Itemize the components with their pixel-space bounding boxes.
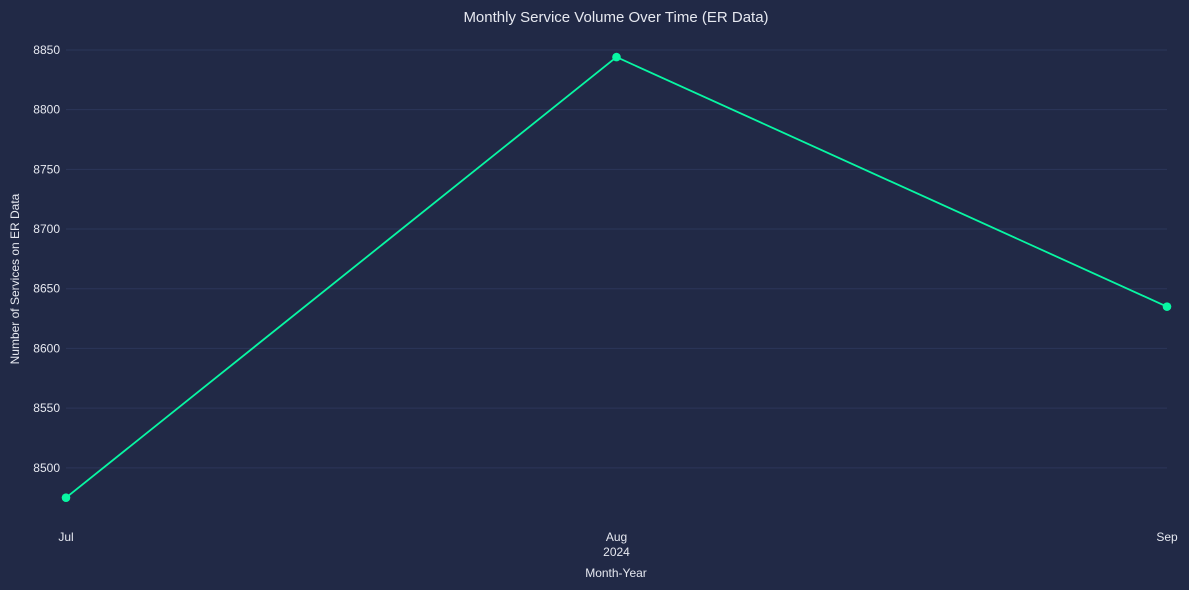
y-tick-label: 8550 (33, 401, 60, 415)
x-tick-label: Sep (1156, 530, 1178, 544)
x-tick-label: Jul (58, 530, 73, 544)
y-tick-label: 8850 (33, 43, 60, 57)
x-axis-title: Month-Year (585, 566, 647, 580)
x-tick-sublabel: 2024 (603, 545, 630, 559)
y-tick-label: 8750 (33, 162, 60, 176)
y-tick-label: 8700 (33, 222, 60, 236)
data-point (1162, 302, 1172, 311)
y-tick-label: 8500 (33, 461, 60, 475)
chart-title: Monthly Service Volume Over Time (ER Dat… (463, 9, 768, 26)
x-tick-label: Aug (606, 530, 627, 544)
data-point (61, 493, 71, 502)
series-line (65, 56, 1168, 499)
y-tick-label: 8800 (33, 103, 60, 117)
y-tick-label: 8600 (33, 341, 60, 355)
y-axis-ticks: 8500 8550 8600 8650 8700 8750 8800 8850 (33, 43, 60, 475)
y-axis-title: Number of Services on ER Data (8, 193, 22, 364)
y-tick-label: 8650 (33, 282, 60, 296)
grid-lines (66, 49, 1167, 469)
data-point (612, 52, 621, 62)
series-layer (61, 52, 1172, 502)
